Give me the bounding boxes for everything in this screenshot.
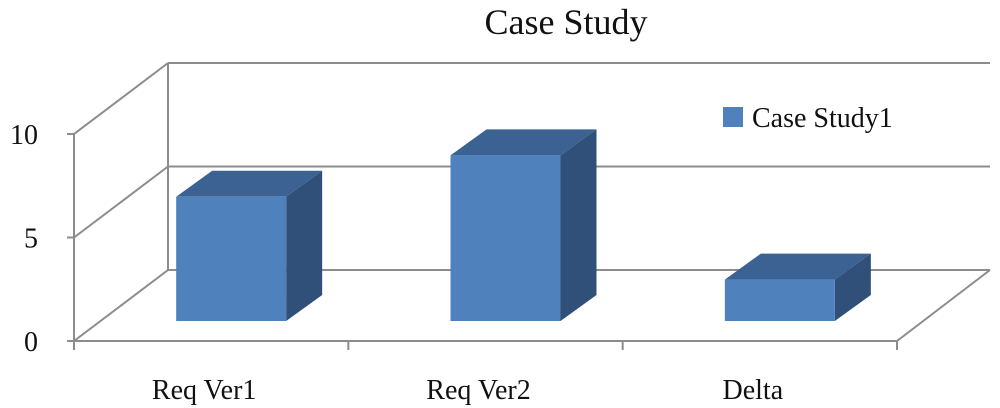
y-tick-labels: 0 5 10 (10, 120, 38, 358)
bar-side-3 (834, 253, 871, 321)
y-axis (67, 133, 75, 342)
bar-front-1 (176, 196, 287, 321)
bar-front-2 (450, 155, 561, 321)
floor-right-edge (896, 269, 991, 342)
legend-label: Case Study1 (752, 103, 893, 134)
y-tick-label: 10 (10, 120, 38, 151)
legend-swatch (723, 107, 743, 127)
legend: Case Study1 (723, 103, 893, 134)
bar-top-1 (176, 170, 323, 197)
y-tick-label: 0 (24, 327, 38, 358)
bar-side-1 (286, 170, 323, 321)
bars (176, 129, 871, 321)
bar-top-2 (450, 129, 597, 156)
x-tick-label: Delta (723, 375, 784, 406)
bar-top-3 (724, 253, 871, 280)
bar-front-3 (724, 279, 835, 321)
gridline-side-5 (73, 165, 169, 239)
gridline-side-10 (73, 62, 169, 135)
chart-title: Case Study (484, 2, 647, 42)
x-tick-label: Req Ver1 (152, 375, 256, 406)
x-tick-label: Req Ver2 (426, 375, 530, 406)
bar-side-2 (560, 129, 597, 321)
x-tick-labels: Req Ver1 Req Ver2 Delta (152, 375, 784, 406)
x-axis (73, 340, 898, 350)
y-tick-label: 5 (24, 224, 38, 255)
gridline-side-0 (73, 269, 169, 342)
